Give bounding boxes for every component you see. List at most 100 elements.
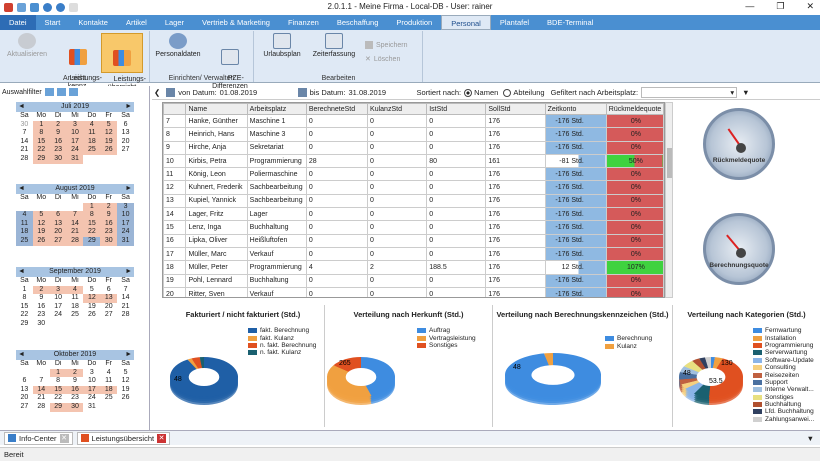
minimize-icon[interactable]: — — [745, 1, 755, 11]
calendar-day[interactable]: 13 — [49, 219, 67, 229]
column-header[interactable]: KulanzStd — [367, 103, 428, 115]
leistungsuebersicht-button[interactable]: Leistungs- übersicht — [101, 33, 146, 91]
calendar-day[interactable]: 10 — [66, 129, 84, 138]
chevron-left-icon[interactable]: ◄ — [18, 185, 25, 192]
close-icon[interactable]: ✕ — [157, 433, 167, 443]
calendar-day[interactable]: 24 — [117, 228, 134, 237]
column-header[interactable]: Arbeitsplatz — [246, 103, 307, 115]
calendar-day[interactable]: 3 — [49, 285, 67, 295]
calendar-day[interactable]: 15 — [32, 137, 50, 147]
table-row[interactable]: 19 Pohl, Lennard Buchhaltung 0 0 0 176 -176 Std… — [163, 273, 664, 288]
calendar-day[interactable]: 12 — [121, 377, 130, 385]
pze-differenzen-button[interactable]: PZE- Differenzen — [210, 33, 250, 99]
bis-datum-field[interactable]: 31.08.2019 — [348, 88, 387, 97]
calendar-day[interactable]: 11 — [16, 219, 33, 229]
column-header[interactable]: Rückmeldequote — [605, 103, 664, 115]
calendar-day[interactable]: 20 — [121, 137, 130, 145]
calendar-day[interactable]: 31 — [66, 154, 84, 164]
calendar-day[interactable]: 11 — [71, 294, 79, 302]
calendar-day[interactable]: 17 — [54, 302, 63, 310]
calendar-day[interactable]: 6 — [106, 285, 111, 293]
calendar-day[interactable]: 16 — [66, 385, 84, 395]
table-row[interactable]: 14 Lager, Fritz Lager 0 0 0 176 -176 Std. 0% — [163, 207, 664, 222]
calendar-day[interactable]: 6 — [123, 120, 128, 128]
calendar-day[interactable]: 24 — [54, 311, 63, 319]
calendar-day[interactable]: 9 — [49, 129, 67, 138]
calendar-day[interactable]: 30 — [37, 319, 46, 327]
calendar-day[interactable]: 31 — [87, 402, 96, 410]
calendar-day[interactable]: 27 — [20, 402, 29, 410]
calendar-icon[interactable] — [297, 88, 307, 97]
table-row[interactable]: 15 Lenz, Inga Buchhaltung 0 0 0 176 -176 Std. 0% — [163, 220, 664, 235]
calendar-day[interactable]: 14 — [66, 219, 84, 229]
help-icon[interactable] — [43, 2, 52, 12]
tab-lager[interactable]: Lager — [164, 18, 184, 27]
calendar-day[interactable]: 25 — [71, 311, 79, 319]
tab-list-icon[interactable]: ▼ — [806, 433, 814, 443]
info-icon[interactable] — [56, 2, 65, 12]
tab-beschaffung[interactable]: Beschaffung — [336, 18, 379, 27]
calendar-day[interactable]: 1 — [83, 202, 101, 212]
save-icon[interactable] — [17, 2, 26, 12]
calendar-day[interactable]: 7 — [66, 211, 84, 220]
filter-icon[interactable]: ▼ — [742, 88, 750, 97]
calendar-day[interactable]: 9 — [39, 294, 44, 302]
calendar-day[interactable]: 30 — [49, 154, 67, 164]
calendar-day[interactable]: 6 — [49, 211, 67, 220]
dropdown-icon[interactable] — [69, 2, 78, 12]
calendar-day[interactable]: 28 — [66, 236, 84, 246]
calendar-day[interactable]: 14 — [121, 294, 130, 302]
calendar-day[interactable]: 5 — [32, 211, 50, 220]
calendar-icon[interactable] — [166, 88, 176, 97]
calendar-day[interactable]: 23 — [49, 146, 67, 155]
calendar-day[interactable]: 9 — [100, 211, 118, 220]
calendar-day[interactable]: 5 — [100, 120, 118, 130]
tab-datei[interactable]: Datei — [0, 15, 36, 30]
calendar-day[interactable]: 6 — [22, 377, 27, 385]
chevron-left-icon[interactable]: ◄ — [18, 268, 25, 275]
calendar-day[interactable]: 14 — [32, 385, 50, 395]
calendar-day[interactable]: 18 — [100, 385, 118, 395]
calendar-day[interactable]: 2 — [66, 368, 84, 378]
scroll-thumb[interactable] — [667, 148, 672, 178]
calendar-day[interactable]: 1 — [32, 120, 50, 130]
calendar-day[interactable]: 13 — [100, 294, 118, 303]
calendar-day[interactable]: 10 — [117, 211, 134, 220]
calendar-day[interactable]: 3 — [66, 120, 84, 130]
calendar-day[interactable]: 18 — [16, 228, 33, 237]
table-row[interactable]: 7 Hanke, Günther Maschine 1 0 0 0 176 -176 Std.… — [163, 113, 664, 129]
calendar-day[interactable]: 21 — [66, 228, 84, 237]
calendar-day[interactable]: 7 — [22, 129, 27, 137]
calendar-day[interactable]: 30 — [66, 402, 84, 412]
calendar-day[interactable]: 19 — [87, 302, 96, 310]
close-icon[interactable]: ✕ — [59, 433, 69, 443]
calendar-day[interactable]: 20 — [49, 228, 67, 237]
calendar-day[interactable]: 24 — [87, 394, 96, 402]
mail-icon[interactable] — [30, 2, 39, 12]
calendar-day[interactable]: 27 — [49, 236, 67, 246]
table-row[interactable]: 13 Kupiel, Yannick Sachbearbeitung 0 0 0 176 -1… — [163, 193, 664, 209]
calendar-day[interactable]: 29 — [83, 236, 101, 246]
chevron-right-icon[interactable]: ► — [125, 268, 132, 275]
calendar-day[interactable]: 2 — [32, 285, 50, 295]
calendar-day[interactable]: 23 — [71, 394, 79, 402]
calendar-day[interactable]: 15 — [20, 302, 29, 310]
chevron-right-icon[interactable]: ► — [125, 351, 132, 358]
calendar-day[interactable]: 8 — [22, 294, 27, 302]
calendar-day[interactable]: 16 — [37, 302, 46, 310]
calendar-day[interactable]: 11 — [105, 377, 113, 385]
calendar-day[interactable]: 4 — [83, 120, 101, 130]
calendar-day[interactable]: 10 — [87, 377, 96, 385]
calendar-day[interactable]: 5 — [89, 285, 94, 293]
calendar-day[interactable]: 13 — [121, 129, 130, 137]
calendar-day[interactable]: 14 — [20, 137, 29, 145]
calendar-day[interactable]: 27 — [121, 146, 130, 154]
calendar-day[interactable]: 26 — [32, 236, 50, 246]
chevron-right-icon[interactable]: ► — [125, 185, 132, 192]
von-datum-field[interactable]: 01.08.2019 — [219, 88, 258, 97]
calendar-day[interactable]: 17 — [66, 137, 84, 147]
doctab-info-center[interactable]: Info-Center ✕ — [4, 431, 73, 445]
calendar-day[interactable]: 19 — [100, 137, 118, 147]
calendar-day[interactable]: 4 — [16, 211, 33, 220]
table-row[interactable]: 18 Müller, Peter Programmierung 4 2 188.5 176 1… — [163, 260, 664, 275]
